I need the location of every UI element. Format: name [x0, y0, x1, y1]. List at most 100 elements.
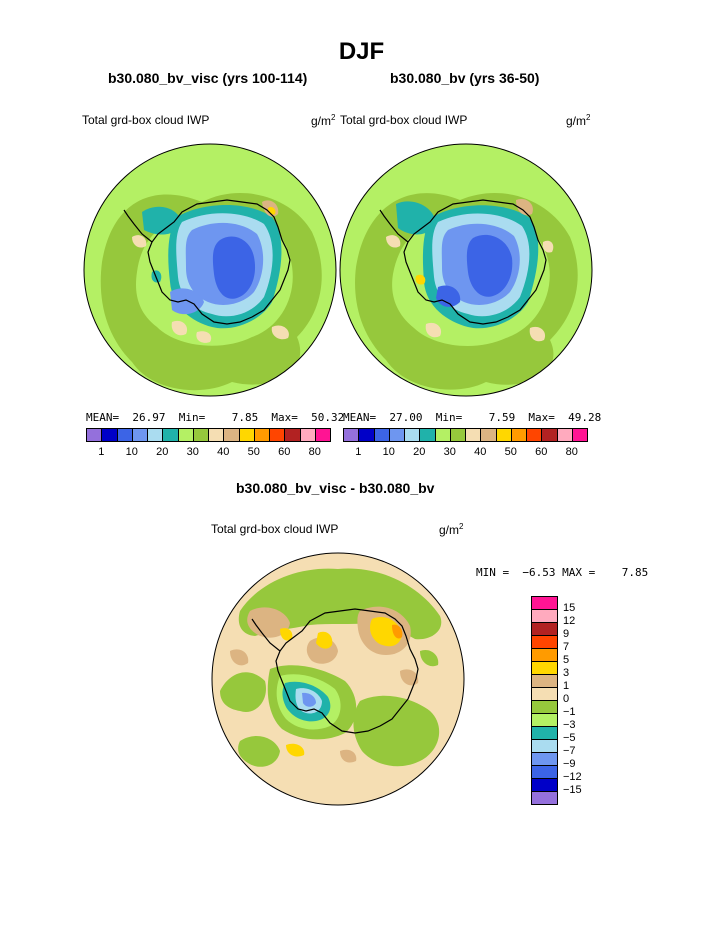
colorbar-swatch [253, 428, 270, 442]
colorbar-label: 0 [563, 693, 570, 705]
map-field-band [370, 616, 402, 647]
colorbar-label: 40 [474, 446, 487, 458]
colorbar-swatch [531, 778, 558, 792]
colorbar-swatch [434, 428, 451, 442]
map-field-band [340, 749, 357, 763]
peninsula-coastline [379, 209, 409, 243]
colorbar-label: 20 [156, 446, 169, 458]
diff-stats: MIN = −6.53 MAX = 7.85 [476, 566, 649, 579]
colorbar-swatch [531, 596, 558, 610]
panel1-stats: MEAN= 26.97 Min= 7.85 Max= 50.32 [86, 411, 345, 424]
colorbar-label: 1 [355, 446, 362, 458]
colorbar-swatch [223, 428, 240, 442]
colorbar-label: 10 [125, 446, 138, 458]
antarctica-coastline [147, 199, 291, 325]
colorbar-swatch [531, 661, 558, 675]
map-field-band [302, 692, 316, 707]
colorbar-swatch [531, 609, 558, 623]
map-field-band [415, 274, 426, 285]
colorbar-swatch [495, 428, 512, 442]
panel2-colorbar [343, 428, 588, 442]
colorbar-swatch [531, 622, 558, 636]
colorbar-swatch [531, 752, 558, 766]
panel2-variable: Total grd-box cloud IWP [340, 113, 468, 127]
colorbar-swatch [388, 428, 405, 442]
colorbar-swatch [531, 674, 558, 688]
colorbar-swatch [131, 428, 148, 442]
colorbar-swatch [571, 428, 588, 442]
map-field-band [353, 695, 440, 767]
map-field-band [396, 201, 436, 235]
colorbar-label: 30 [443, 446, 456, 458]
map-field-band [271, 325, 289, 340]
map-field-band [247, 607, 290, 638]
colorbar-swatch [531, 791, 558, 805]
antarctica-coastline [275, 608, 419, 734]
map-field-band [529, 326, 546, 342]
colorbar-label: −3 [563, 719, 576, 731]
colorbar-swatch [314, 428, 331, 442]
map-field-band [238, 736, 280, 767]
map-field-band [542, 240, 554, 253]
panel2-colorbar-labels: 1 10 20 30 40 50 60 80 [343, 446, 587, 460]
colorbar-label: −9 [563, 758, 576, 770]
colorbar-swatch [299, 428, 316, 442]
map-field-band [220, 672, 266, 712]
colorbar-swatch [373, 428, 390, 442]
map-field-band [420, 649, 439, 667]
colorbar-swatch [208, 428, 225, 442]
colorbar-label: −15 [563, 784, 582, 796]
colorbar-swatch [192, 428, 209, 442]
colorbar-label: 50 [504, 446, 517, 458]
colorbar-label: 7 [563, 641, 570, 653]
peninsula-coastline [123, 209, 153, 243]
diff-variable: Total grd-box cloud IWP [211, 522, 339, 536]
colorbar-swatch [465, 428, 482, 442]
colorbar-label: 10 [382, 446, 395, 458]
colorbar-label: 1 [563, 680, 570, 692]
colorbar-swatch [86, 428, 103, 442]
colorbar-label: 30 [186, 446, 199, 458]
colorbar-swatch [531, 700, 558, 714]
diff-title: b30.080_bv_visc - b30.080_bv [236, 480, 435, 496]
panel2-title: b30.080_bv (yrs 36-50) [390, 70, 540, 86]
colorbar-label: −1 [563, 706, 576, 718]
map-field-band [286, 743, 305, 757]
colorbar-label: 20 [413, 446, 426, 458]
diff-units: g/m2 [439, 522, 464, 537]
diff-colorbar: 15 12 9 7 5 3 1 0 −1 −3 −5 −7 −9 −12 −15 [531, 596, 582, 805]
colorbar-label: 9 [563, 628, 570, 640]
map-field-band [400, 669, 419, 686]
panel1-title: b30.080_bv_visc (yrs 100-114) [108, 70, 308, 86]
colorbar-label: 12 [563, 615, 576, 627]
map-field-band [171, 320, 188, 336]
map-field-band [280, 628, 293, 641]
panel1-variable: Total grd-box cloud IWP [82, 113, 210, 127]
map-field-band [425, 322, 442, 338]
colorbar-swatch [531, 726, 558, 740]
map-field-band [212, 236, 256, 299]
colorbar-swatch [238, 428, 255, 442]
colorbar-swatch [556, 428, 573, 442]
colorbar-label: 80 [308, 446, 321, 458]
panel2-units: g/m2 [566, 113, 591, 128]
colorbar-swatch [358, 428, 375, 442]
colorbar-swatch [541, 428, 558, 442]
colorbar-swatch [419, 428, 436, 442]
colorbar-swatch [177, 428, 194, 442]
panel2-map [339, 143, 593, 397]
map-field-band [316, 631, 333, 649]
colorbar-swatch [147, 428, 164, 442]
colorbar-swatch [449, 428, 466, 442]
colorbar-swatch [162, 428, 179, 442]
antarctica-coastline [403, 199, 547, 325]
figure-title: DJF [338, 38, 385, 65]
colorbar-swatch [116, 428, 133, 442]
colorbar-label: 80 [565, 446, 578, 458]
colorbar-label: 60 [278, 446, 291, 458]
panel2-stats: MEAN= 27.00 Min= 7.59 Max= 49.28 [343, 411, 602, 424]
colorbar-swatch [284, 428, 301, 442]
colorbar-swatch [404, 428, 421, 442]
panel1-colorbar [86, 428, 331, 442]
map-field-band [132, 235, 147, 248]
